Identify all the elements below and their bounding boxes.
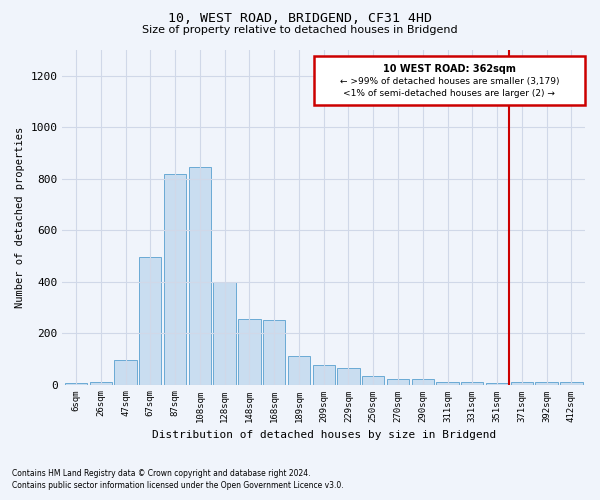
Bar [436, 382, 458, 384]
FancyBboxPatch shape [314, 56, 585, 106]
Text: 10 WEST ROAD: 362sqm: 10 WEST ROAD: 362sqm [383, 64, 516, 74]
Text: Size of property relative to detached houses in Bridgend: Size of property relative to detached ho… [142, 25, 458, 35]
Bar [214, 282, 236, 385]
Text: <1% of semi-detached houses are larger (2) →: <1% of semi-detached houses are larger (… [343, 88, 556, 98]
Bar [139, 257, 161, 384]
Text: Contains public sector information licensed under the Open Government Licence v3: Contains public sector information licen… [12, 481, 344, 490]
Bar [313, 366, 335, 384]
Bar [461, 382, 484, 384]
Bar [238, 319, 260, 384]
Text: 10, WEST ROAD, BRIDGEND, CF31 4HD: 10, WEST ROAD, BRIDGEND, CF31 4HD [168, 12, 432, 26]
X-axis label: Distribution of detached houses by size in Bridgend: Distribution of detached houses by size … [152, 430, 496, 440]
Bar [387, 380, 409, 384]
Bar [560, 382, 583, 384]
Bar [115, 360, 137, 384]
Bar [511, 382, 533, 384]
Bar [535, 382, 558, 384]
Bar [288, 356, 310, 384]
Bar [89, 382, 112, 384]
Bar [362, 376, 385, 384]
Bar [189, 167, 211, 384]
Bar [337, 368, 359, 384]
Text: Contains HM Land Registry data © Crown copyright and database right 2024.: Contains HM Land Registry data © Crown c… [12, 468, 311, 477]
Y-axis label: Number of detached properties: Number of detached properties [15, 126, 25, 308]
Bar [412, 380, 434, 384]
Bar [164, 174, 186, 384]
Bar [263, 320, 286, 384]
Text: ← >99% of detached houses are smaller (3,179): ← >99% of detached houses are smaller (3… [340, 77, 559, 86]
